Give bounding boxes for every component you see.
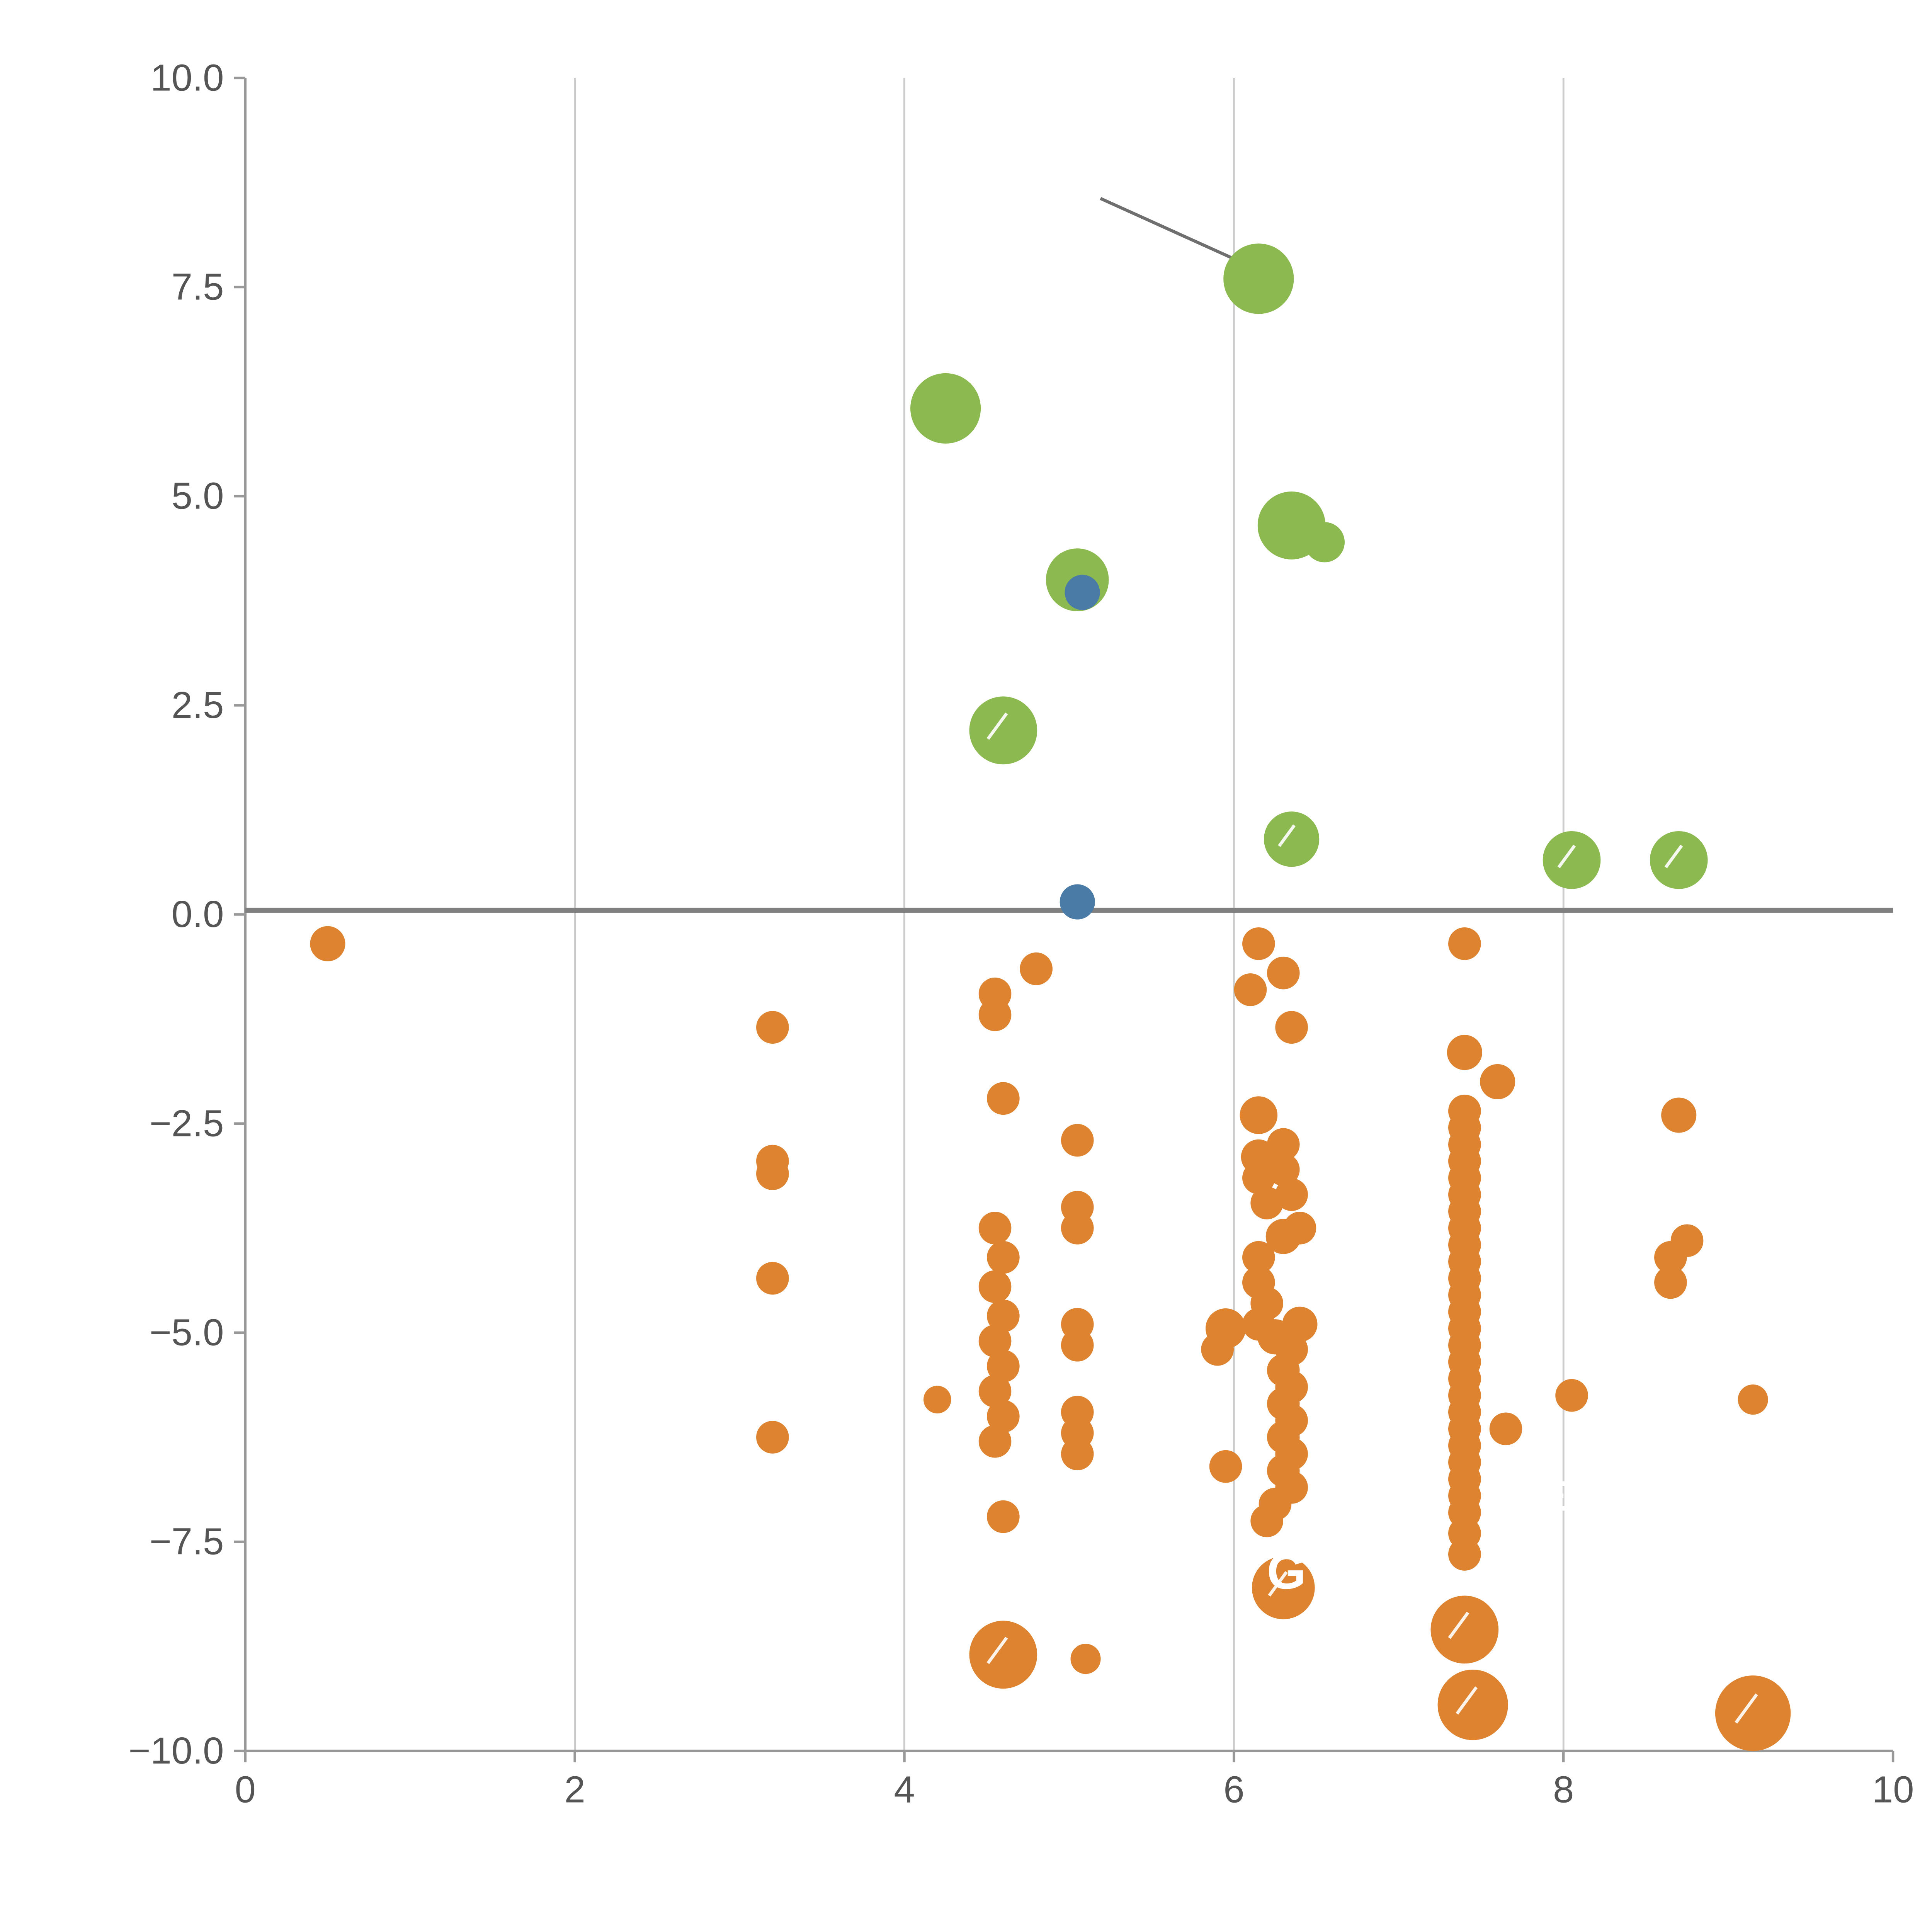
orange-bubbles-point [1448, 1538, 1481, 1571]
x-tick-label: 0 [235, 1769, 256, 1811]
orange-bubbles-point [987, 1082, 1020, 1115]
orange-bubbles-point [756, 1011, 789, 1044]
orange-bubbles-point [1242, 1241, 1275, 1274]
bubble-slash-mark [1735, 1693, 1758, 1724]
bubble-slash-mark [986, 712, 1008, 740]
y-tick-label: −7.5 [150, 1520, 224, 1563]
orange-bubbles-point [1020, 952, 1053, 985]
orange-bubbles-point [1715, 1675, 1791, 1751]
orange-bubbles-point [1070, 1644, 1101, 1674]
orange-bubbles-point [1267, 1128, 1300, 1161]
bubble-slash-mark [1664, 844, 1683, 868]
orange-bubbles-point [1061, 1437, 1094, 1471]
orange-bubbles-point [1240, 1096, 1278, 1134]
green-bubbles-point [1543, 831, 1601, 889]
orange-bubbles-point [978, 998, 1012, 1031]
orange-bubbles-point [1489, 1412, 1522, 1446]
orange-bubbles-point [1480, 1064, 1515, 1100]
orange-bubbles-point [1447, 1035, 1482, 1070]
orange-bubbles-point [1061, 1211, 1094, 1245]
orange-bubbles-point [1661, 1097, 1697, 1133]
orange-bubbles-point [1209, 1450, 1242, 1483]
green-bubbles-point [969, 696, 1037, 765]
leader-line [1100, 197, 1253, 269]
bubble-slash-mark [1557, 844, 1576, 868]
blue-dots-point [1060, 884, 1095, 920]
y-tick-label: 0.0 [172, 893, 224, 935]
annotation-label: G [1267, 1543, 1306, 1599]
orange-bubbles-point [987, 1400, 1020, 1433]
orange-bubbles-point [1242, 1162, 1275, 1194]
orange-bubbles-point [1275, 1178, 1308, 1211]
orange-bubbles-point [1267, 1153, 1300, 1186]
bubble-slash-mark [986, 1636, 1008, 1664]
orange-bubbles-point [310, 926, 345, 961]
orange-bubbles-point [1555, 1379, 1588, 1412]
blue-dots-point [1065, 575, 1100, 610]
orange-bubbles-point [969, 1621, 1037, 1689]
y-tick-label: 7.5 [172, 266, 224, 308]
bubble-slash-mark [1456, 1686, 1478, 1715]
green-bubbles-point [1304, 522, 1345, 563]
orange-bubbles-point [1242, 927, 1275, 960]
y-tick-label: 10.0 [150, 56, 224, 99]
green-bubbles-point [1264, 811, 1320, 867]
x-tick-label: 4 [894, 1769, 915, 1811]
orange-bubbles-point [1448, 927, 1481, 960]
x-tick-label: 2 [564, 1769, 585, 1811]
orange-bubbles-point [1654, 1266, 1687, 1299]
orange-bubbles-point [1250, 1504, 1283, 1537]
orange-bubbles-point [1283, 1211, 1316, 1245]
orange-bubbles-point [978, 1325, 1012, 1357]
annotation-label: E [1539, 1473, 1567, 1520]
orange-bubbles-point [1250, 1187, 1283, 1219]
bubble-slash-mark [1448, 1612, 1469, 1639]
orange-bubbles-point [1437, 1670, 1508, 1740]
green-bubbles-point [910, 373, 981, 444]
bubble-slash-mark [1278, 824, 1296, 847]
orange-bubbles-point [1738, 1384, 1768, 1415]
orange-bubbles-point [1061, 1329, 1094, 1362]
orange-bubbles-point [1430, 1595, 1499, 1664]
orange-bubbles-point [1061, 1124, 1094, 1157]
orange-bubbles-point [978, 1425, 1012, 1458]
orange-bubbles-point [1267, 956, 1300, 990]
orange-bubbles-point [756, 1421, 789, 1454]
orange-bubbles-point [923, 1386, 951, 1413]
green-bubbles-point [1223, 243, 1294, 314]
orange-bubbles-point [1654, 1241, 1687, 1274]
x-tick-label: 10 [1872, 1769, 1914, 1811]
orange-bubbles-point [756, 1157, 789, 1190]
orange-bubbles-point [1275, 1011, 1308, 1044]
orange-bubbles-point [1234, 973, 1267, 1006]
y-tick-label: 5.0 [172, 475, 224, 517]
x-tick-label: 6 [1223, 1769, 1244, 1811]
orange-bubbles-point [987, 1350, 1020, 1383]
orange-bubbles-point [1252, 1556, 1315, 1619]
orange-bubbles-point [987, 1241, 1020, 1274]
y-tick-label: −5.0 [150, 1311, 224, 1353]
green-bubbles-point [1650, 831, 1708, 889]
orange-bubbles-point [978, 1270, 1012, 1303]
y-tick-label: 2.5 [172, 684, 224, 726]
orange-bubbles-point [978, 1211, 1012, 1245]
orange-bubbles-point [1201, 1333, 1234, 1366]
orange-bubbles-point [987, 1299, 1020, 1332]
x-tick-label: 8 [1553, 1769, 1574, 1811]
orange-bubbles-point [756, 1262, 789, 1295]
orange-bubbles-point [987, 1500, 1020, 1533]
bubble-slash-mark [1268, 1571, 1288, 1597]
orange-bubbles-point [978, 1375, 1012, 1408]
y-tick-label: −2.5 [150, 1102, 224, 1144]
y-tick-label: −10.0 [128, 1730, 224, 1772]
